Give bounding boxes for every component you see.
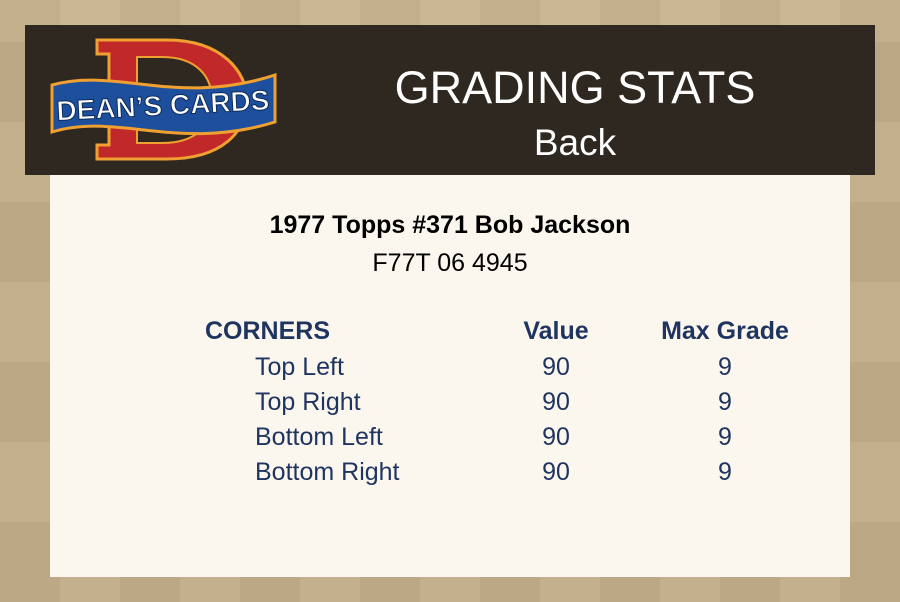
table-row: Top Right 90 9 — [50, 388, 850, 423]
row-max-grade: 9 — [718, 388, 732, 416]
page-subtitle: Back — [533, 122, 617, 163]
row-label: Top Left — [255, 353, 344, 381]
row-label: Top Right — [255, 388, 361, 416]
row-max-grade: 9 — [718, 458, 732, 486]
row-label: Bottom Left — [255, 423, 383, 451]
value-header: Value — [523, 317, 589, 345]
table-header: CORNERS Value Max Grade — [50, 317, 850, 352]
card-name: 1977 Topps #371 Bob Jackson — [269, 211, 631, 239]
table-row: Top Left 90 9 — [50, 353, 850, 388]
corners-header: CORNERS — [205, 317, 331, 345]
table-row: Bottom Right 90 9 — [50, 458, 850, 493]
row-value: 90 — [542, 458, 570, 486]
row-max-grade: 9 — [718, 353, 732, 381]
max-grade-header: Max Grade — [661, 317, 789, 345]
row-value: 90 — [542, 353, 570, 381]
stats-panel: 1977 Topps #371 Bob Jackson F77T 06 4945… — [50, 175, 850, 577]
row-max-grade: 9 — [718, 423, 732, 451]
row-value: 90 — [542, 388, 570, 416]
deans-cards-logo: DEAN’S CARDS — [50, 38, 277, 161]
page-title: GRADING STATS — [394, 62, 756, 113]
table-row: Bottom Left 90 9 — [50, 423, 850, 458]
header-banner: DEAN’S CARDS GRADING STATS Back — [25, 25, 875, 175]
row-value: 90 — [542, 423, 570, 451]
row-label: Bottom Right — [255, 458, 400, 486]
cert-number: F77T 06 4945 — [372, 249, 528, 277]
